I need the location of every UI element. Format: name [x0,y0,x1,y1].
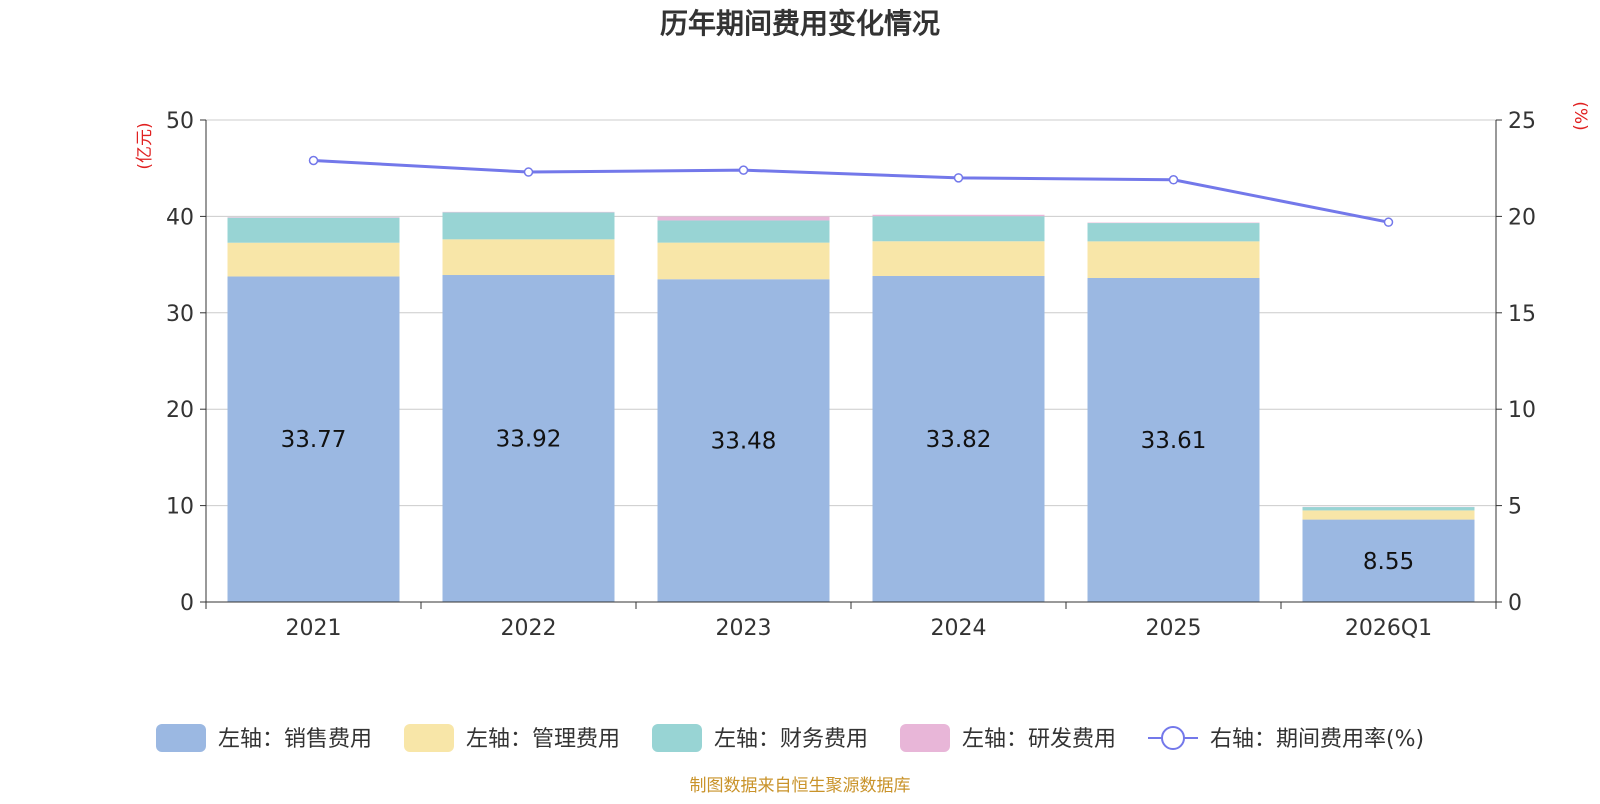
right-axis-tick-label: 5 [1508,495,1522,520]
legend-label: 左轴：管理费用 [466,727,620,752]
bar [873,216,1045,241]
legend-swatch [156,724,206,752]
legend-marker [1162,727,1184,749]
left-axis-tick-label: 0 [180,591,194,616]
bar [1088,223,1260,241]
legend-label: 右轴：期间费用率(%) [1210,727,1424,752]
left-axis-tick-label: 20 [166,398,194,423]
bar [658,243,830,280]
legend-swatch [404,724,454,752]
x-axis-tick-label: 2022 [501,616,557,641]
left-axis-tick-label: 10 [166,495,194,520]
bar [228,243,400,277]
line-point [955,174,963,182]
line-point [310,156,318,164]
right-axis-tick-label: 25 [1508,109,1536,134]
left-axis-tick-label: 50 [166,109,194,134]
bar-data-label: 33.61 [1141,428,1207,454]
right-axis-tick-label: 10 [1508,398,1536,423]
right-axis-unit: (%) [1570,101,1590,130]
line-point [525,168,533,176]
bar [228,218,400,243]
bar [873,215,1045,216]
chart-title: 历年期间费用变化情况 [660,7,940,40]
bar [658,217,830,221]
bar [873,241,1045,276]
right-axis-tick-label: 0 [1508,591,1522,616]
left-axis-tick-label: 30 [166,302,194,327]
bar-data-label: 33.92 [496,427,562,453]
x-axis-tick-label: 2023 [716,616,772,641]
bar [1088,241,1260,278]
legend: 左轴：销售费用 左轴：管理费用 左轴：财务费用 左轴：研发费用 右轴：期间费用率(%) [156,724,1424,752]
line-point [1170,176,1178,184]
right-axis-tick-label: 20 [1508,205,1536,230]
line-point [740,166,748,174]
legend-label: 左轴：销售费用 [218,727,372,752]
bars [228,212,1475,602]
legend-swatch [900,724,950,752]
x-axis-tick-label: 2025 [1146,616,1202,641]
legend-label: 左轴：研发费用 [962,727,1116,752]
source-note: 制图数据来自恒生聚源数据库 [690,776,911,796]
x-axis-tick-label: 2026Q1 [1345,616,1432,641]
right-axis-tick-label: 15 [1508,302,1536,327]
bar-data-label: 33.82 [926,427,992,453]
legend-label: 左轴：财务费用 [714,727,868,752]
left-axis-unit: (亿元) [135,122,155,169]
x-axis-tick-label: 2021 [286,616,342,641]
bar-data-label: 33.77 [281,427,347,453]
bar [658,220,830,242]
bar-data-label: 33.48 [711,429,777,455]
legend-swatch [652,724,702,752]
bar [1303,510,1475,519]
x-axis-tick-label: 2024 [931,616,987,641]
bar [1303,507,1475,510]
line-point [1385,218,1393,226]
bar [443,239,615,275]
left-axis-tick-label: 40 [166,205,194,230]
bar-data-label: 8.55 [1363,549,1414,575]
bar [443,212,615,239]
